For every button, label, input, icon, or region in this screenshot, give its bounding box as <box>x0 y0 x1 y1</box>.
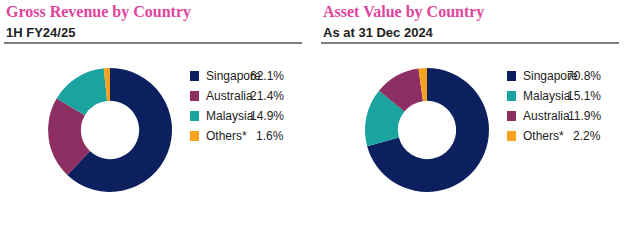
svg-text:1.6%: 1.6% <box>256 129 284 143</box>
svg-text:70.8%: 70.8% <box>567 69 601 83</box>
svg-text:As at 31 Dec 2024: As at 31 Dec 2024 <box>323 25 434 40</box>
svg-text:Gross Revenue by Country: Gross Revenue by Country <box>6 3 191 21</box>
svg-text:Malaysia: Malaysia <box>523 89 571 103</box>
svg-text:Asset Value by Country: Asset Value by Country <box>323 3 484 21</box>
svg-text:Australia: Australia <box>523 109 570 123</box>
svg-text:Others*: Others* <box>206 129 247 143</box>
svg-text:Australia: Australia <box>206 89 253 103</box>
svg-text:62.1%: 62.1% <box>250 69 284 83</box>
svg-text:Others*: Others* <box>523 129 564 143</box>
svg-text:15.1%: 15.1% <box>567 89 601 103</box>
svg-text:11.9%: 11.9% <box>568 109 601 123</box>
svg-text:1H FY24/25: 1H FY24/25 <box>6 25 75 40</box>
svg-text:21.4%: 21.4% <box>250 89 284 103</box>
svg-text:Malaysia: Malaysia <box>206 109 254 123</box>
svg-text:14.9%: 14.9% <box>250 109 284 123</box>
svg-text:Singapore: Singapore <box>206 69 261 83</box>
svg-text:2.2%: 2.2% <box>573 129 601 143</box>
svg-text:Singapore: Singapore <box>523 69 578 83</box>
